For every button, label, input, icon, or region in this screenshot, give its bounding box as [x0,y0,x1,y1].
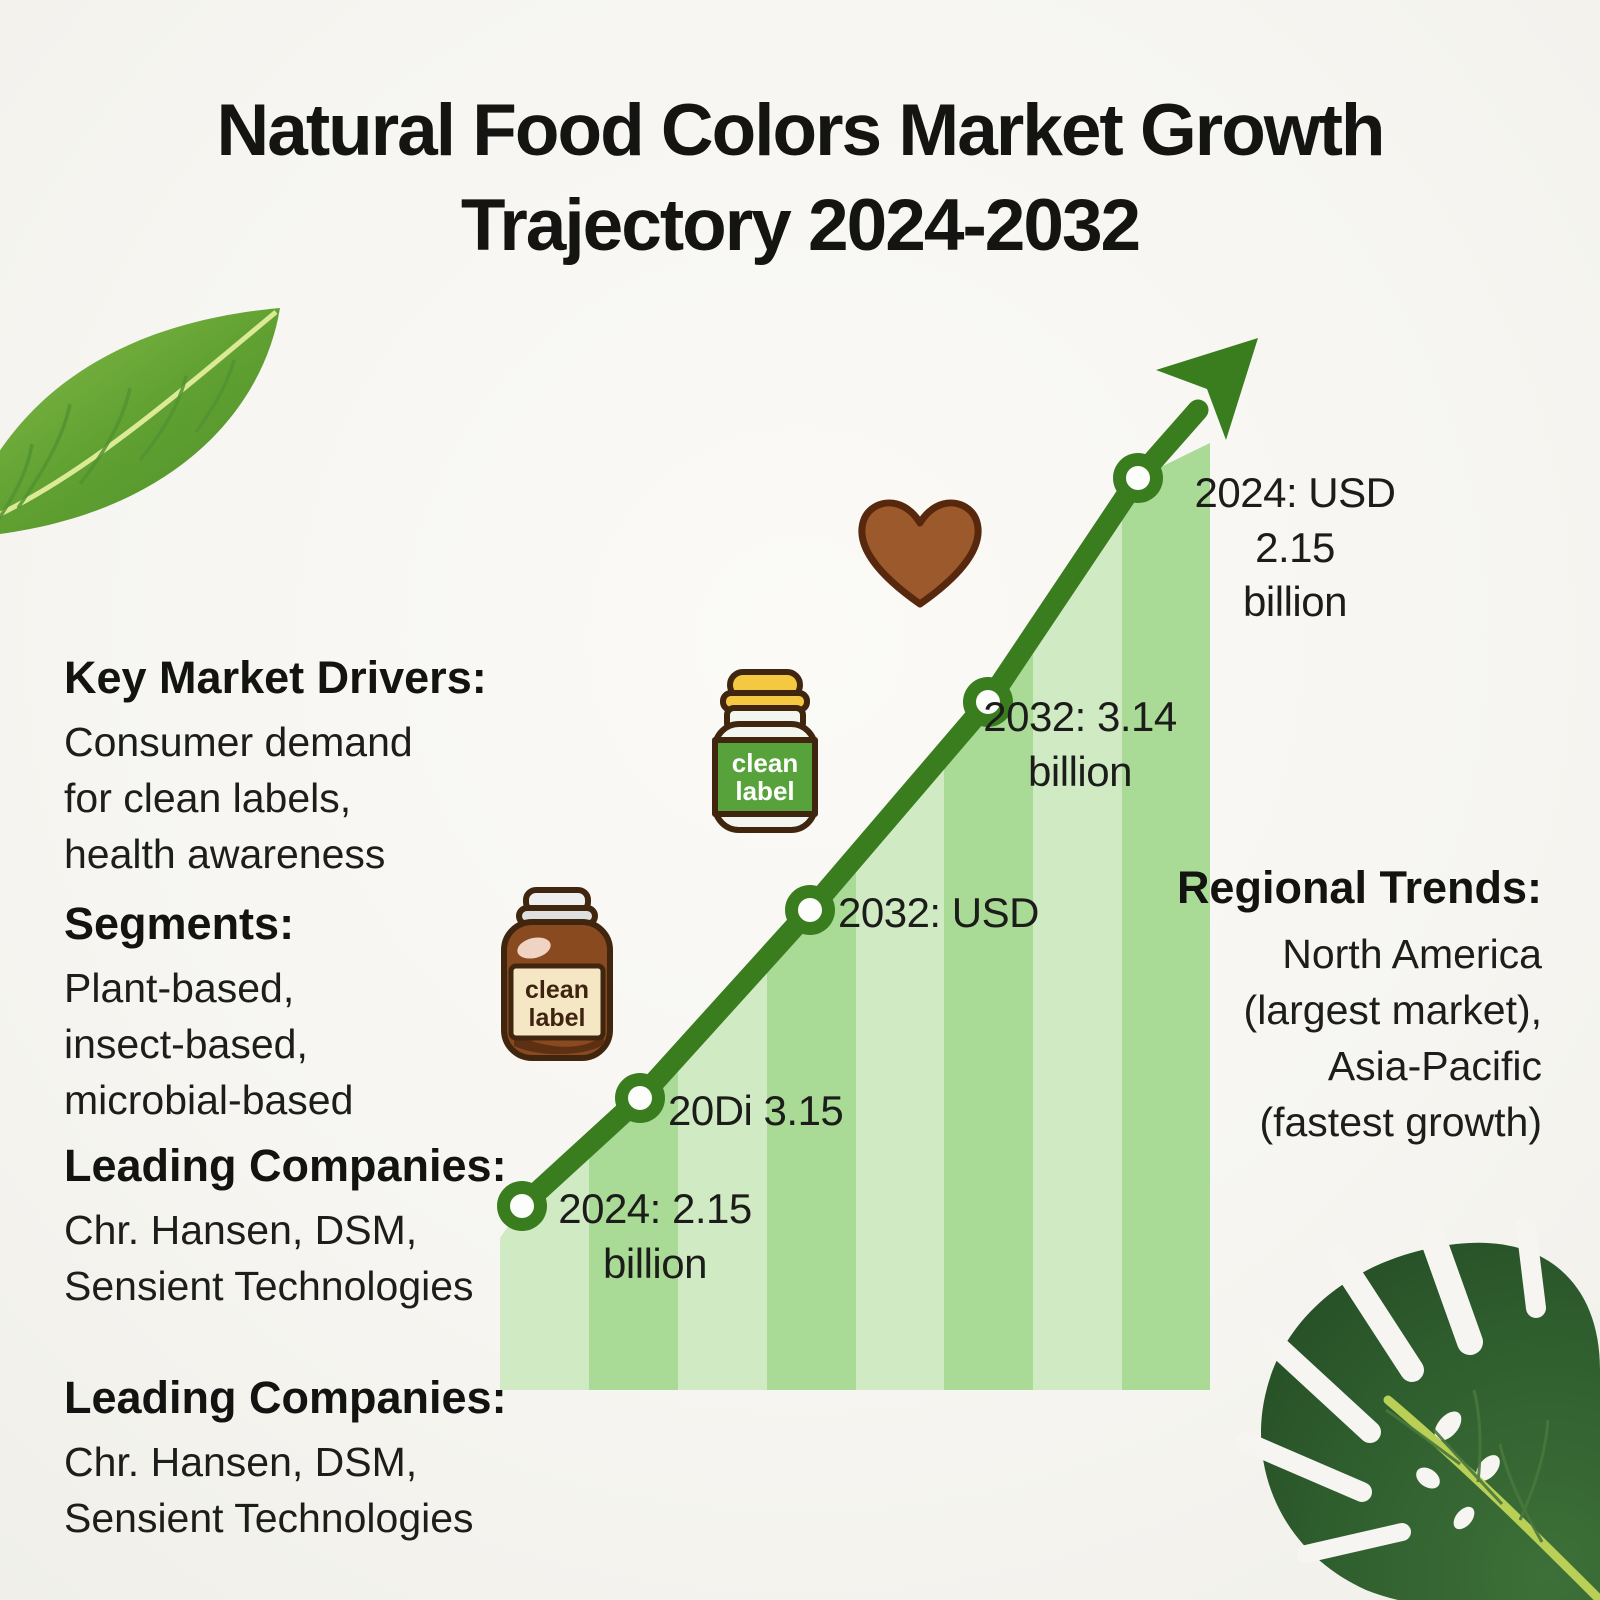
trend-arrowhead-icon [1156,338,1258,440]
info-heading: Leading Companies: [64,1140,507,1191]
info-line: Chr. Hansen, DSM, [64,1207,418,1253]
jar-green-icon: clean label [712,669,818,833]
info-line: (largest market), [1243,987,1542,1034]
info-line: North America [1282,931,1542,977]
data-point-marker [785,885,835,935]
heart-icon [858,499,982,608]
point-label-2024: 2024: 2.15 billion [530,1182,780,1291]
point-label-line: 20Di 3.15 [668,1087,844,1134]
page-title-line2: Trajectory 2024-2032 [460,184,1141,266]
jar-label-text: label [735,776,794,806]
info-line: for clean labels, [64,775,352,822]
point-label-line: 2032: USD [838,889,1039,936]
point-label-line: billion [1243,578,1347,626]
info-block-leading-companies-2: Leading Companies: Chr. Hansen, DSM, Sen… [64,1372,507,1546]
info-line: Asia-Pacific [1327,1043,1542,1090]
info-line: Sensient Technologies [64,1495,474,1542]
info-line: microbial-based [64,1077,354,1124]
jar-label-text: clean [732,748,799,778]
info-heading: Segments: [64,898,295,949]
leaf-photo-icon [0,308,280,534]
data-point-marker [1113,453,1163,503]
regional-trends-block: Regional Trends: North America (largest … [1177,862,1542,1151]
jar-brown-icon: clean label [501,887,613,1061]
point-label-2032-usd: 2032: USD [838,886,1039,941]
data-point-marker [615,1073,665,1123]
data-point-markers [497,453,1163,1231]
data-point-marker [963,677,1013,727]
info-heading: Leading Companies: [64,1372,507,1423]
point-label-2024-usd: 2024: USD 2.15 billion [1150,466,1440,630]
monstera-leaf-icon [1236,1220,1600,1600]
info-line: Plant-based, [64,965,295,1011]
jar-label-text: label [529,1004,586,1032]
data-point-marker [497,1181,547,1231]
point-label-line: billion [603,1239,707,1287]
info-block-key-market-drivers: Key Market Drivers: Consumer demand for … [64,652,487,882]
info-line: health awareness [64,831,386,878]
jar-label-text: clean [525,976,589,1004]
page-title: Natural Food Colors Market Growth Trajec… [0,84,1600,274]
info-line: Chr. Hansen, DSM, [64,1439,418,1485]
info-line: (fastest growth) [1259,1099,1542,1146]
info-heading: Key Market Drivers: [64,652,487,703]
point-label-line: billion [1028,747,1132,795]
info-line: Consumer demand [64,719,413,765]
point-label-line: 2032: 3.14 [983,693,1177,740]
info-heading: Regional Trends: [1176,862,1542,913]
info-block-segments: Segments: Plant-based, insect-based, mic… [64,898,353,1128]
info-block-leading-companies-1: Leading Companies: Chr. Hansen, DSM, Sen… [64,1140,507,1314]
info-line: Sensient Technologies [64,1263,474,1310]
point-label-line: 2024: USD 2.15 [1194,469,1396,571]
info-line: insect-based, [64,1021,308,1068]
page-title-line1: Natural Food Colors Market Growth [216,90,1386,171]
point-label-20di: 20Di 3.15 [668,1084,844,1139]
point-label-line: 2024: 2.15 [558,1185,752,1232]
point-label-2032: 2032: 3.14 billion [955,690,1205,799]
